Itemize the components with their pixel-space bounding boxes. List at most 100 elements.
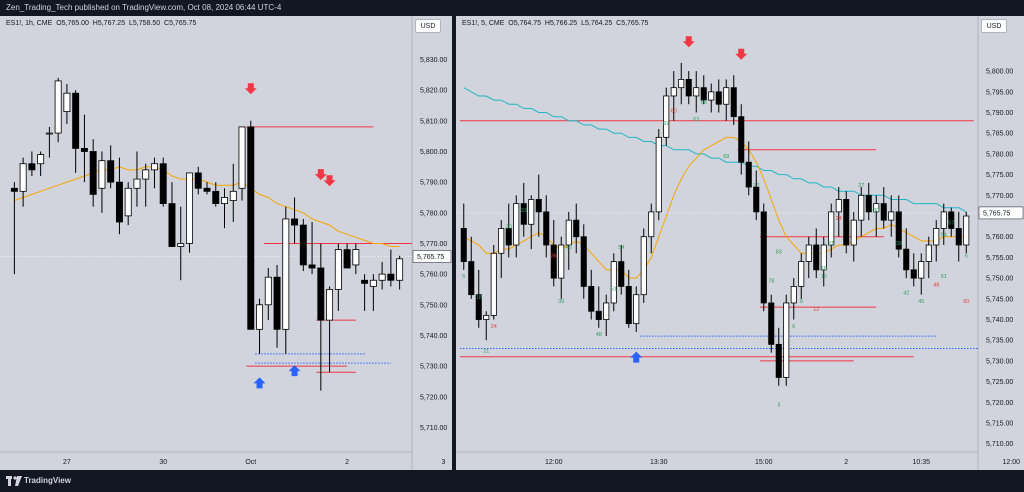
y-tick-label: 5,740.00 <box>420 333 447 340</box>
count-label: 30 <box>873 208 879 214</box>
candle-body <box>948 211 955 229</box>
currency-button-left[interactable]: USD <box>415 19 441 33</box>
candle-body <box>317 267 325 321</box>
candle-body <box>361 279 369 284</box>
y-tick-label: 5,770.00 <box>986 193 1013 200</box>
last-price-label: 5,765.75 <box>983 210 1010 217</box>
count-label: 51 <box>611 287 617 293</box>
candle-body <box>490 252 497 316</box>
count-label: 66 <box>701 100 707 106</box>
count-label: 5 <box>462 274 465 280</box>
candle-body <box>468 261 475 296</box>
y-tick-label: 5,755.00 <box>986 255 1013 262</box>
candle-body <box>308 264 316 269</box>
candle-body <box>212 190 220 204</box>
candle-body <box>843 199 850 246</box>
candle-body <box>264 276 272 306</box>
candle-body <box>760 211 767 304</box>
x-tick-label: 12:00 <box>545 459 563 466</box>
y-tick-label: 5,795.00 <box>986 89 1013 96</box>
candle-body <box>820 244 827 271</box>
candle-body <box>678 79 685 89</box>
candle-body <box>588 285 595 312</box>
y-tick-label: 5,720.00 <box>986 400 1013 407</box>
candle-body <box>513 203 520 246</box>
candle-body <box>19 163 27 192</box>
candle-body <box>925 244 932 262</box>
y-tick-label: 5,750.00 <box>420 302 447 309</box>
candle-body <box>940 211 947 229</box>
candle-body <box>387 273 395 281</box>
candle-body <box>610 261 617 304</box>
y-tick-label: 5,720.00 <box>420 394 447 401</box>
count-label: 24 <box>836 216 842 222</box>
candle-body <box>790 285 797 304</box>
chart-pane-right[interactable]: 5,710.00 5,715.00 5,720.00 5,725.00 5,730.00… <box>456 16 1024 470</box>
high-value: H5,767.25 <box>92 20 126 27</box>
count-label: 45 <box>918 299 924 305</box>
currency-button-right[interactable]: USD <box>981 19 1007 33</box>
y-tick-label: 5,800.00 <box>420 149 447 156</box>
candle-body <box>670 87 677 97</box>
count-label: 27 <box>858 183 864 189</box>
candle-body <box>528 199 535 225</box>
candle-body <box>633 294 640 325</box>
candle-body <box>910 269 917 279</box>
count-label: 39 <box>896 241 902 247</box>
candle-body <box>640 236 647 296</box>
candle-body <box>753 186 760 213</box>
count-label: 60 <box>963 299 969 305</box>
symbol-label: ES1!, 1h, CME <box>6 20 53 27</box>
candle-body <box>369 279 377 287</box>
price-axis <box>412 16 452 470</box>
last-price-tag <box>412 250 452 263</box>
candle-body <box>282 218 290 330</box>
ema-long-line <box>463 87 967 213</box>
chart-pane-left[interactable]: 5,710.00 5,720.00 5,730.00 5,740.00 5,750.00… <box>0 16 452 470</box>
candle-body <box>352 249 360 266</box>
y-tick-label: 5,740.00 <box>986 317 1013 324</box>
low-value: L5,758.50 <box>128 20 161 27</box>
ohlc-legend-left: ES1!, 1h, CME O5,765.00 H5,767.25 L5,758… <box>6 20 196 27</box>
tradingview-logo-icon <box>6 476 22 486</box>
arrow-down-icon <box>735 48 748 60</box>
candle-body <box>955 228 962 246</box>
candle-body <box>343 249 351 269</box>
count-label: 54 <box>941 233 947 239</box>
candle-body <box>89 151 97 195</box>
x-tick-label: 13:30 <box>650 459 668 466</box>
footer <box>0 470 1024 492</box>
y-tick-label: 5,750.00 <box>986 276 1013 283</box>
arrow-up-icon <box>288 365 301 377</box>
candle-body <box>880 203 887 221</box>
x-tick-label: 2 <box>844 459 848 466</box>
x-tick-label: 2 <box>345 459 349 466</box>
candle-body <box>580 236 587 287</box>
arrow-down-icon <box>314 169 327 181</box>
candle-body <box>738 116 745 163</box>
candle-body <box>115 181 123 223</box>
ohlc-legend-right: ES1!, 5, CME O5,764.75 H5,766.25 L5,764.… <box>462 20 648 27</box>
candle-body <box>783 302 790 378</box>
y-tick-label: 5,790.00 <box>420 180 447 187</box>
arrow-down-icon <box>244 83 257 95</box>
candle-body <box>98 160 106 189</box>
candle-body <box>396 258 404 281</box>
candle-body <box>498 228 505 254</box>
count-label: 57 <box>663 121 669 127</box>
count-label: 36 <box>551 253 557 259</box>
y-tick-label: 5,730.00 <box>986 358 1013 365</box>
candle-body <box>221 197 228 204</box>
candle-body <box>648 211 655 238</box>
count-label: 24 <box>491 324 497 330</box>
candle-body <box>483 314 490 320</box>
chart-svg-left[interactable]: 5,710.00 5,720.00 5,730.00 5,740.00 5,750.00… <box>0 16 452 470</box>
y-tick-label: 5,760.00 <box>986 234 1013 241</box>
candle-body <box>918 261 925 279</box>
arrow-down-icon <box>323 175 336 187</box>
chart-svg-right[interactable]: 5,710.00 5,715.00 5,720.00 5,725.00 5,730.00… <box>456 16 1024 470</box>
candle-body <box>813 244 820 271</box>
y-tick-label: 5,760.00 <box>420 272 447 279</box>
count-label: 69 <box>723 154 729 160</box>
candle-body <box>708 91 715 101</box>
